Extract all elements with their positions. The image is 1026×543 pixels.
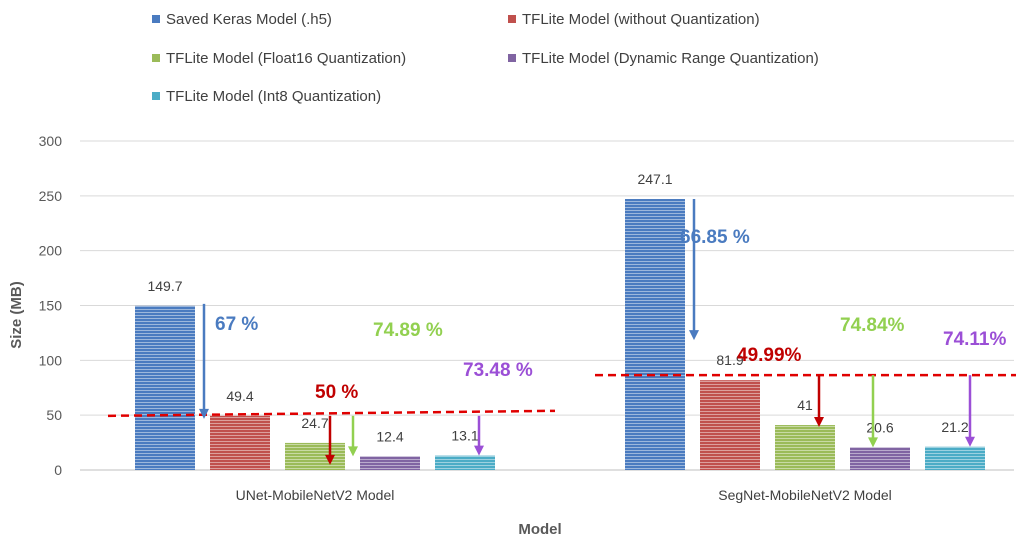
legend-swatch: [152, 15, 160, 23]
y-tick-label: 150: [39, 298, 63, 314]
bar-hatch: [625, 199, 685, 470]
legend-label: TFLite Model (Float16 Quantization): [166, 50, 406, 67]
y-tick-label: 300: [39, 133, 63, 149]
data-label: 13.1: [451, 428, 478, 444]
legend-swatch: [152, 92, 160, 100]
bar-hatch: [925, 446, 985, 470]
x-category-label: UNet-MobileNetV2 Model: [236, 487, 395, 503]
percent-annotation: 49.99%: [737, 345, 802, 366]
percent-annotation: 73.48 %: [463, 360, 533, 381]
legend-swatch: [152, 54, 160, 62]
y-tick-label: 250: [39, 188, 63, 204]
reference-dashed-line: [107, 409, 556, 418]
y-axis-ticks: 0 50 100 150 200 250 300: [39, 133, 63, 478]
arrowhead: [689, 330, 699, 341]
legend-label: TFLite Model (Int8 Quantization): [166, 88, 381, 105]
data-label: 21.2: [941, 419, 968, 435]
legend-swatch: [508, 15, 516, 23]
arrowhead: [965, 436, 975, 447]
x-category-label: SegNet-MobileNetV2 Model: [718, 487, 892, 503]
y-tick-label: 100: [39, 352, 63, 368]
arrowhead: [348, 446, 358, 457]
legend-swatch: [508, 54, 516, 62]
data-label: 41: [797, 397, 813, 413]
bar-hatch: [135, 305, 195, 470]
arrowhead: [474, 445, 484, 456]
data-label: 24.7: [301, 415, 328, 431]
percent-annotation: 66.85 %: [680, 227, 750, 248]
gridlines: [80, 140, 1014, 471]
bar-hatch: [775, 425, 835, 470]
data-label: 20.6: [866, 419, 893, 435]
y-tick-label: 0: [54, 462, 62, 478]
y-tick-label: 50: [46, 407, 62, 423]
y-axis-title: Size (MB): [8, 281, 25, 349]
bar-hatch: [700, 380, 760, 470]
bar-hatch: [435, 455, 495, 470]
data-label: 12.4: [376, 428, 403, 444]
percent-annotation: 67 %: [215, 314, 258, 335]
bars: [135, 199, 985, 470]
x-axis-categories: UNet-MobileNetV2 Model SegNet-MobileNetV2…: [236, 487, 892, 503]
legend: Saved Keras Model (.h5) TFLite Model (wit…: [152, 11, 819, 105]
legend-label: TFLite Model (Dynamic Range Quantization…: [522, 50, 819, 67]
bar-hatch: [285, 442, 345, 470]
bar-hatch: [210, 415, 270, 470]
legend-label: TFLite Model (without Quantization): [522, 11, 760, 28]
y-tick-label: 200: [39, 243, 63, 259]
data-labels: 149.7 247.1 49.4 81.9 24.7 41 12.4 20.6 13.1 21.2: [147, 171, 968, 444]
percent-annotation: 74.84%: [840, 315, 905, 336]
percent-annotation: 74.89 %: [373, 320, 443, 341]
arrowhead: [814, 417, 824, 428]
data-label: 149.7: [147, 278, 182, 294]
data-label: 247.1: [637, 171, 672, 187]
percent-annotation: 74.11%: [943, 329, 1006, 350]
arrowhead: [868, 437, 878, 448]
data-label: 81.9: [716, 352, 743, 368]
bar-hatch: [850, 447, 910, 470]
data-label: 49.4: [226, 388, 253, 404]
annotations: 67 % 50 % 74.89 % 73.48 % 66.85 % 49.99% 74.84…: [107, 199, 1016, 465]
percent-annotation: 50 %: [315, 382, 358, 403]
arrowhead: [325, 454, 335, 465]
bar-hatch: [360, 456, 420, 470]
legend-label: Saved Keras Model (.h5): [166, 11, 332, 28]
arrowhead: [199, 408, 209, 419]
x-axis-title: Model: [518, 521, 561, 538]
